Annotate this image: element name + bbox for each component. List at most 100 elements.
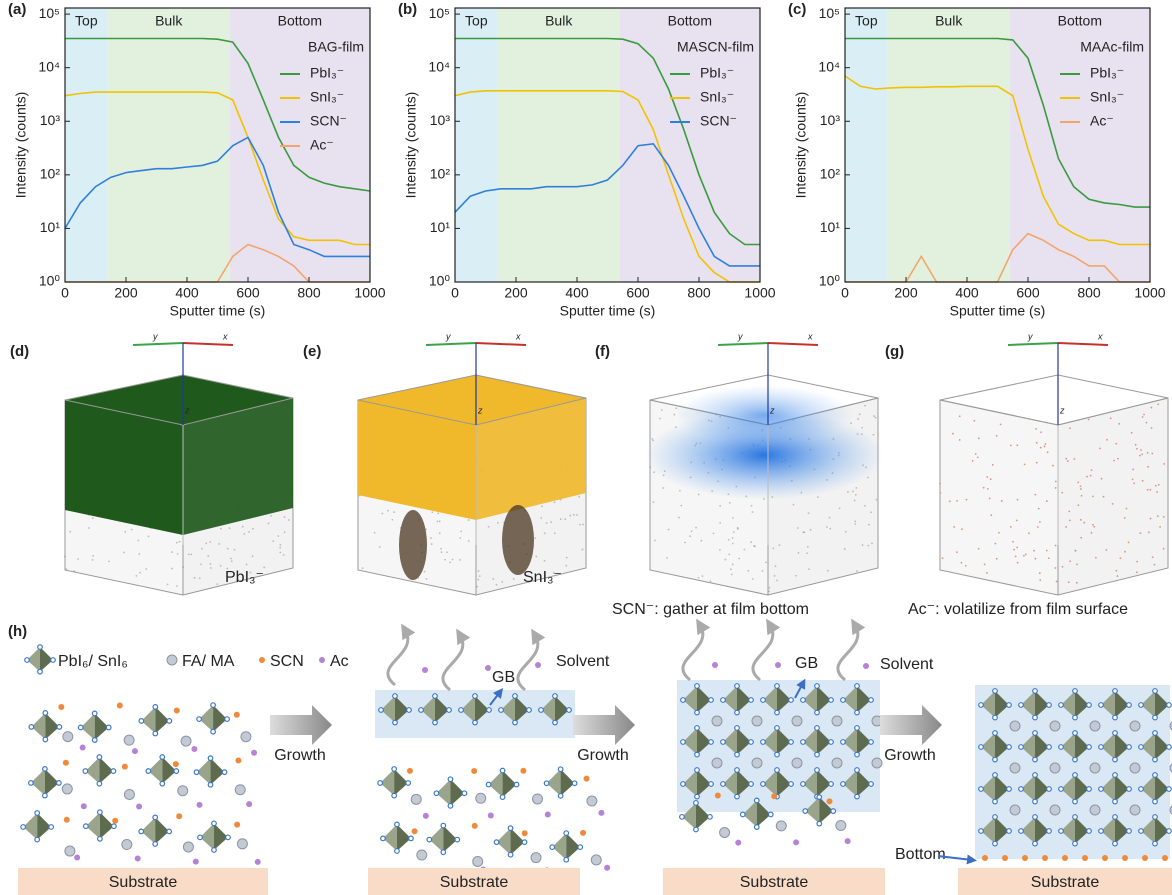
speck xyxy=(1066,460,1069,462)
speck xyxy=(1036,526,1039,528)
speck xyxy=(653,539,656,542)
octahedron xyxy=(1058,730,1092,763)
legend-label: PbI₃⁻ xyxy=(1090,65,1124,81)
fa-ion xyxy=(1049,720,1061,732)
speck xyxy=(731,542,734,545)
octahedron xyxy=(377,766,412,799)
ac-ion xyxy=(863,663,869,669)
octahedron xyxy=(1098,772,1132,805)
speck xyxy=(263,566,266,569)
cube-layer xyxy=(65,400,183,535)
speck xyxy=(1054,544,1057,547)
octahedron xyxy=(720,725,754,758)
legend-label: SnI₃⁻ xyxy=(1090,89,1124,105)
speck xyxy=(576,514,578,516)
axis-letter: y xyxy=(445,331,451,341)
oct-vertex xyxy=(1072,840,1078,847)
speck xyxy=(467,519,470,521)
scn-ion xyxy=(520,767,527,774)
ac-ion xyxy=(196,801,203,808)
speck xyxy=(219,527,222,530)
oct-face xyxy=(777,770,791,797)
oct-vertex xyxy=(196,716,202,722)
oct-face xyxy=(94,713,109,741)
y-tick-label: 10² xyxy=(40,166,61,182)
speck xyxy=(1073,458,1076,460)
oct-vertex xyxy=(1072,798,1078,805)
ac-ion xyxy=(79,744,86,751)
substrate xyxy=(368,868,580,895)
speck xyxy=(497,522,499,524)
oct-vertex xyxy=(454,836,461,843)
speck xyxy=(1087,418,1090,421)
axis-letter: z xyxy=(769,405,775,415)
speck xyxy=(1034,493,1037,496)
oct-vertex xyxy=(391,792,398,799)
oct-vertex xyxy=(224,716,230,722)
fa-ion xyxy=(236,838,248,850)
oct-face xyxy=(546,769,561,796)
oct-vertex xyxy=(1072,714,1078,721)
ac-ion xyxy=(485,665,491,671)
oct-face xyxy=(737,770,751,797)
oct-face xyxy=(1035,775,1049,802)
oct-face xyxy=(995,733,1009,760)
octahedron xyxy=(978,688,1012,721)
x-tick-label: 800 xyxy=(297,285,321,301)
oct-vertex xyxy=(24,657,30,663)
speck xyxy=(88,527,90,529)
series-line xyxy=(844,75,1150,246)
y-tick-label: 10⁰ xyxy=(429,273,451,289)
oct-vertex xyxy=(1152,714,1158,721)
speck xyxy=(65,568,68,571)
speck xyxy=(200,563,202,566)
oct-vertex xyxy=(557,792,564,799)
speck xyxy=(1139,454,1141,457)
speck xyxy=(226,547,229,550)
speck xyxy=(446,551,448,554)
speck xyxy=(381,512,384,515)
speck xyxy=(182,566,185,568)
oct-face xyxy=(502,770,517,798)
oct-vertex xyxy=(694,725,700,731)
oct-vertex xyxy=(868,697,874,703)
oct-vertex xyxy=(499,794,506,801)
speck xyxy=(666,556,668,559)
speck xyxy=(1054,567,1057,569)
oct-face xyxy=(429,825,444,853)
oct-face xyxy=(1115,733,1129,760)
speck xyxy=(999,423,1002,426)
x-tick-label: 200 xyxy=(894,285,918,301)
oct-vertex xyxy=(800,697,806,703)
fa-ion xyxy=(590,854,602,866)
speck xyxy=(1079,518,1082,521)
oct-face xyxy=(210,758,225,785)
speck xyxy=(1105,549,1108,551)
x-tick-label: 800 xyxy=(1077,285,1101,301)
octahedron xyxy=(760,725,794,758)
speck xyxy=(1154,484,1157,487)
speck xyxy=(248,530,251,533)
octahedron xyxy=(138,814,173,847)
oct-face xyxy=(1061,733,1075,760)
y-axis-label: Intensity (counts) xyxy=(403,92,419,199)
oct-vertex xyxy=(1018,744,1024,750)
oct-face xyxy=(763,770,777,797)
speck xyxy=(283,516,286,519)
speck xyxy=(193,576,196,579)
y-tick-label: 10¹ xyxy=(40,219,61,235)
speck xyxy=(476,585,479,588)
octahedron xyxy=(680,683,714,716)
speck xyxy=(1143,413,1145,416)
x-axis-label: Sputter time (s) xyxy=(560,303,656,319)
speck xyxy=(958,415,961,418)
oct-vertex xyxy=(1126,702,1132,708)
speck xyxy=(709,580,712,583)
speck xyxy=(803,531,806,534)
oct-vertex xyxy=(1072,772,1078,778)
x-tick-label: 400 xyxy=(955,285,979,301)
oct-face xyxy=(1075,691,1089,718)
speck xyxy=(795,574,798,577)
oct-vertex xyxy=(166,828,173,835)
oct-vertex xyxy=(1166,828,1172,834)
